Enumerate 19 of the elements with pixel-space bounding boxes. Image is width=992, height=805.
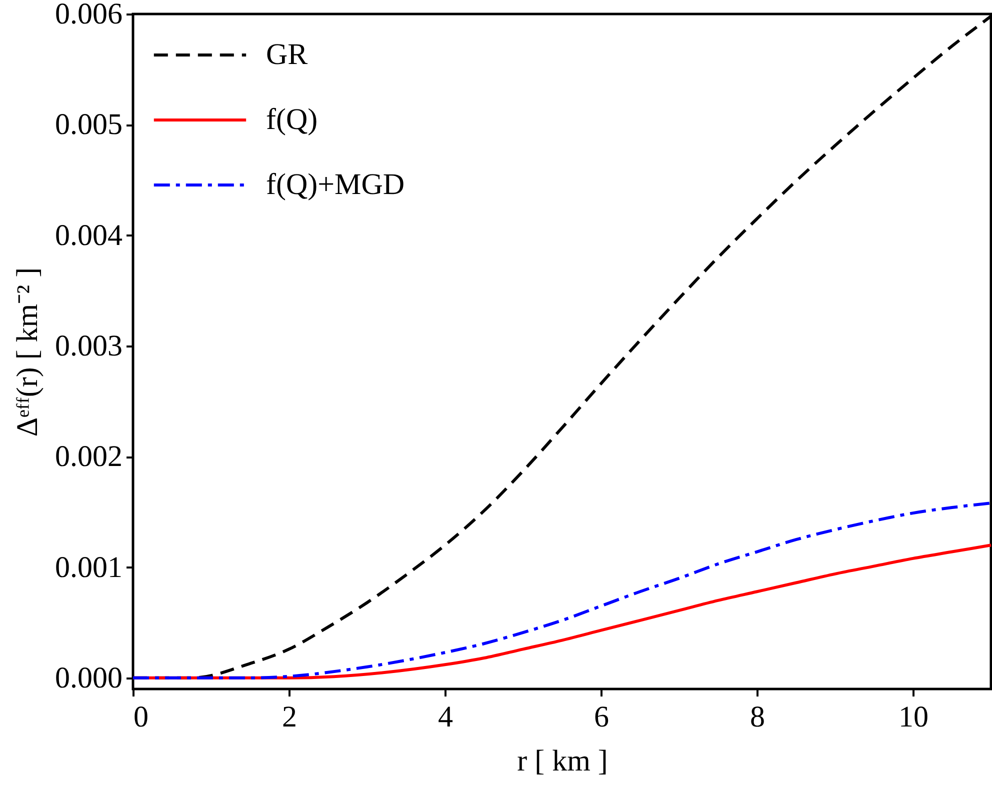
x-tick-label: 6 <box>594 700 609 734</box>
y-tick-label: 0.006 <box>55 0 122 30</box>
legend-label: GR <box>266 38 308 71</box>
y-tick-label: 0.005 <box>55 108 122 142</box>
x-tick-label: 10 <box>898 700 928 734</box>
x-tick-label: 2 <box>282 700 297 734</box>
y-tick-label: 0.003 <box>55 329 122 362</box>
y-tick-label: 0.001 <box>55 550 122 584</box>
line-series <box>132 502 992 680</box>
y-axis-title: Δᵉᶠᶠ(r) [ km⁻² ] <box>11 267 44 437</box>
x-axis-title: r [ km ] <box>517 744 608 778</box>
x-tick-label: 8 <box>750 700 765 734</box>
x-tick-label: 4 <box>438 700 453 734</box>
legend-label: f(Q) <box>266 103 318 136</box>
x-tick-label: 0 <box>134 700 148 734</box>
y-tick-label: 0.002 <box>55 440 122 474</box>
y-tick-label: 0.000 <box>55 661 122 694</box>
y-tick-label: 0.004 <box>55 218 122 252</box>
legend-label: f(Q)+MGD <box>266 168 405 201</box>
